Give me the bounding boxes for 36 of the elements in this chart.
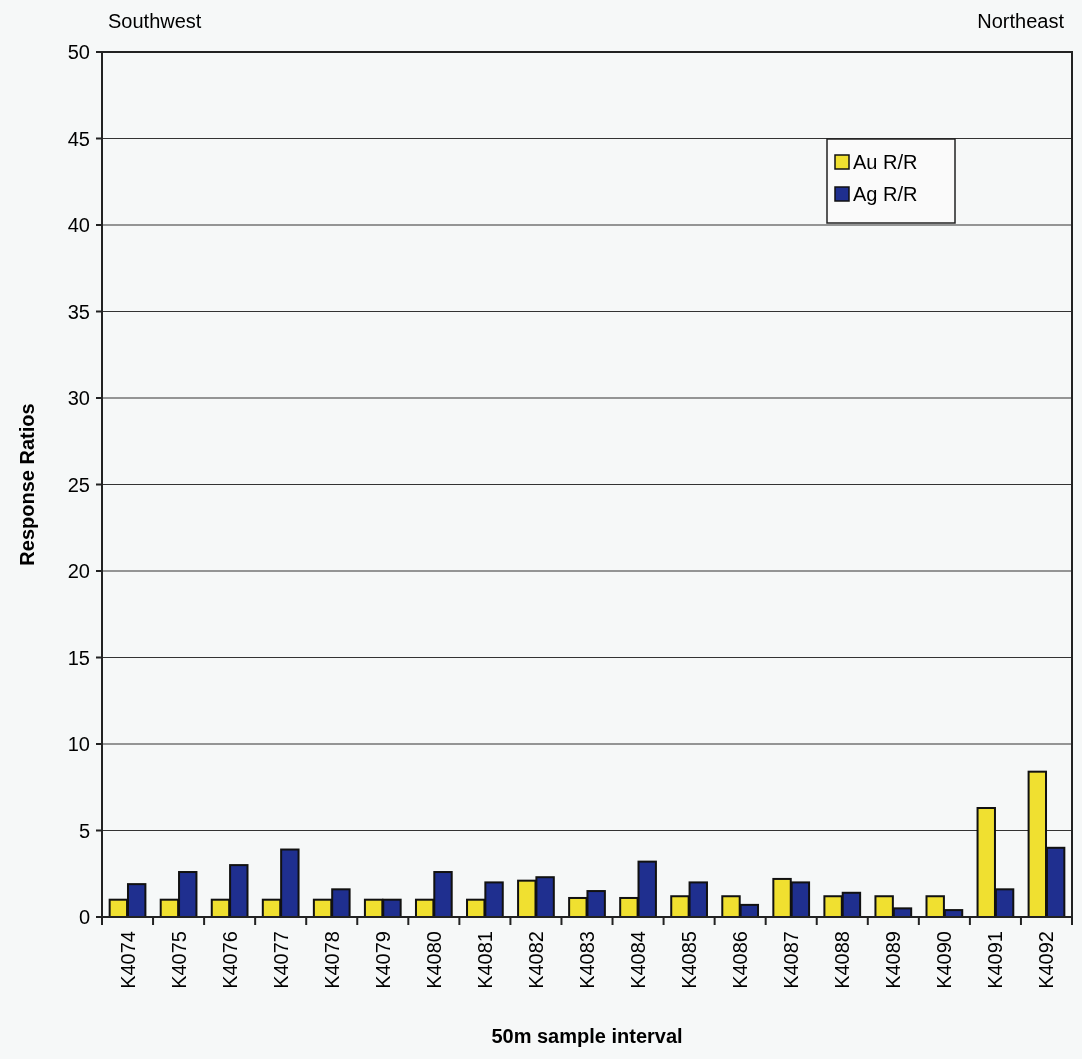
x-tick-label: K4081: [473, 931, 496, 989]
y-tick-label: 0: [78, 906, 90, 928]
y-tick-label: 50: [67, 41, 90, 63]
y-tick-label: 35: [67, 300, 90, 323]
y-tick-label: 30: [67, 387, 90, 409]
legend-label: Au R/R: [853, 151, 918, 173]
x-tick-label: K4074: [116, 931, 139, 989]
x-tick-label: K4089: [882, 931, 905, 989]
y-tick-label: 25: [67, 473, 90, 496]
x-tick-label: K4087: [780, 931, 803, 989]
x-tick-label: K4092: [1035, 931, 1058, 989]
x-tick-label: K4082: [524, 931, 547, 989]
x-tick-label: K4080: [422, 931, 445, 989]
y-axis-title: Response Ratios: [16, 403, 38, 566]
x-tick-label: K4075: [167, 931, 190, 989]
x-tick-label: K4084: [627, 931, 650, 989]
legend-label: Ag R/R: [853, 183, 918, 205]
x-axis-title: 50m sample interval: [491, 1025, 683, 1047]
x-tick-label: K4079: [371, 931, 394, 989]
y-tick-label: 45: [67, 127, 90, 150]
x-tick-label: K4085: [678, 931, 701, 989]
x-tick-label: K4091: [984, 931, 1007, 989]
y-tick-label: 40: [67, 214, 90, 236]
x-tick-label: K4078: [320, 931, 343, 989]
text: Northeast: [977, 10, 1065, 32]
x-tick-label: K4076: [218, 931, 241, 989]
x-tick-label: K4086: [729, 931, 752, 989]
text: Southwest: [108, 10, 202, 32]
x-tick-label: K4088: [831, 931, 854, 989]
x-tick-label: K4090: [933, 931, 956, 989]
y-tick-label: 5: [78, 819, 90, 842]
y-tick-label: 15: [67, 646, 90, 669]
y-tick-label: 10: [67, 733, 90, 755]
x-tick-label: K4077: [269, 931, 292, 989]
y-tick-label: 20: [67, 560, 90, 582]
x-tick-label: K4083: [576, 931, 598, 989]
